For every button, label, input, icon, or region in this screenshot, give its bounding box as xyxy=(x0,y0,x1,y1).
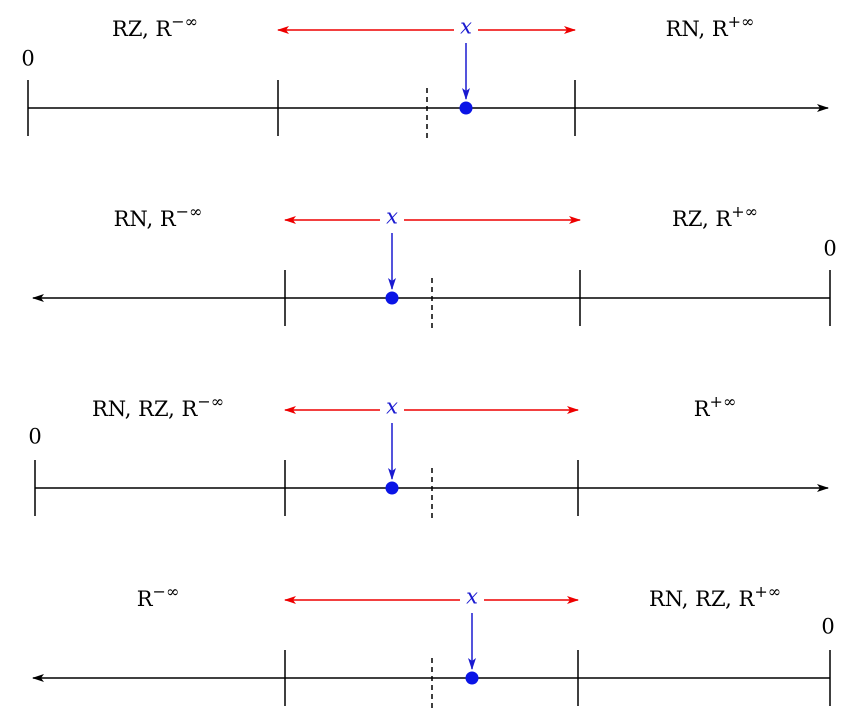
right-label: RZ, R+∞ xyxy=(672,202,758,231)
label-text: RZ, R xyxy=(112,17,172,41)
left-label: R−∞ xyxy=(137,582,180,611)
panel: 0 x R−∞ RN, RZ, R+∞ xyxy=(32,582,835,708)
panel: 0 x RN, R−∞ RZ, R+∞ xyxy=(32,202,837,328)
label-superscript: −∞ xyxy=(176,202,203,221)
x-label: x xyxy=(386,395,398,419)
zero-label: 0 xyxy=(823,237,836,261)
x-label: x xyxy=(466,585,478,609)
zero-label: 0 xyxy=(821,615,834,639)
label-text: RZ, R xyxy=(672,207,732,231)
panel: 0 x RN, RZ, R−∞ R+∞ xyxy=(28,392,829,518)
label-superscript: +∞ xyxy=(728,12,755,31)
x-label: x xyxy=(386,205,398,229)
label-text: RN, R xyxy=(666,17,729,41)
left-label: RZ, R−∞ xyxy=(112,12,198,41)
label-superscript: +∞ xyxy=(710,392,737,411)
right-label: RN, R+∞ xyxy=(666,12,755,41)
value-point xyxy=(385,291,399,305)
label-text: R xyxy=(137,587,154,611)
label-text: RN, R xyxy=(114,207,177,231)
right-label: R+∞ xyxy=(694,392,737,421)
x-label: x xyxy=(460,15,472,39)
right-label: RN, RZ, R+∞ xyxy=(649,582,781,611)
label-superscript: −∞ xyxy=(197,392,224,411)
value-point xyxy=(385,481,399,495)
label-text: RN, RZ, R xyxy=(92,397,199,421)
zero-label: 0 xyxy=(21,47,34,71)
label-superscript: −∞ xyxy=(171,12,198,31)
value-point xyxy=(459,101,473,115)
left-label: RN, R−∞ xyxy=(114,202,203,231)
zero-label: 0 xyxy=(28,425,41,449)
label-text: RN, RZ, R xyxy=(649,587,756,611)
label-superscript: +∞ xyxy=(731,202,758,221)
panel: 0 x RZ, R−∞ RN, R+∞ xyxy=(21,12,829,138)
label-superscript: −∞ xyxy=(153,582,180,601)
value-point xyxy=(465,671,479,685)
label-superscript: +∞ xyxy=(754,582,781,601)
left-label: RN, RZ, R−∞ xyxy=(92,392,224,421)
label-text: R xyxy=(694,397,711,421)
